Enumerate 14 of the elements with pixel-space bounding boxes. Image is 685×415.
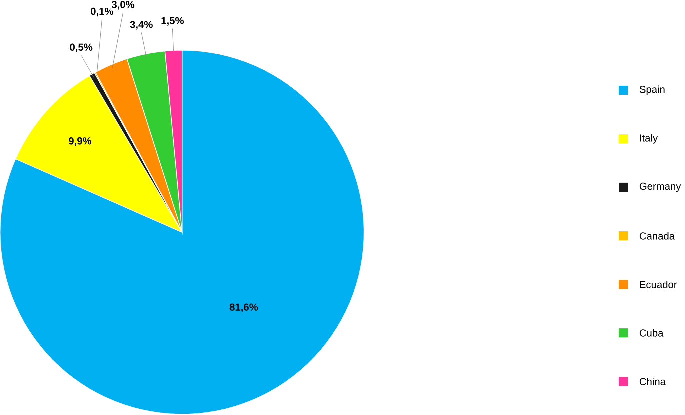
legend-label: Germany <box>640 183 682 192</box>
data-label: 0,1% <box>91 8 114 17</box>
legend-label: China <box>640 378 666 386</box>
legend-label: Ecuador <box>640 281 678 289</box>
data-label: 3,4% <box>130 21 153 30</box>
legend-label: Italy <box>640 134 658 144</box>
legend-label: Cuba <box>640 329 664 337</box>
data-label: 81,6% <box>230 304 258 313</box>
data-label: 9,9% <box>68 138 92 146</box>
data-label: 1,5% <box>162 17 184 26</box>
data-label: 0,5% <box>70 44 93 53</box>
legend-label: Canada <box>640 232 676 240</box>
legend-label: Spain <box>640 86 665 96</box>
data-label: 3,0% <box>112 1 135 10</box>
